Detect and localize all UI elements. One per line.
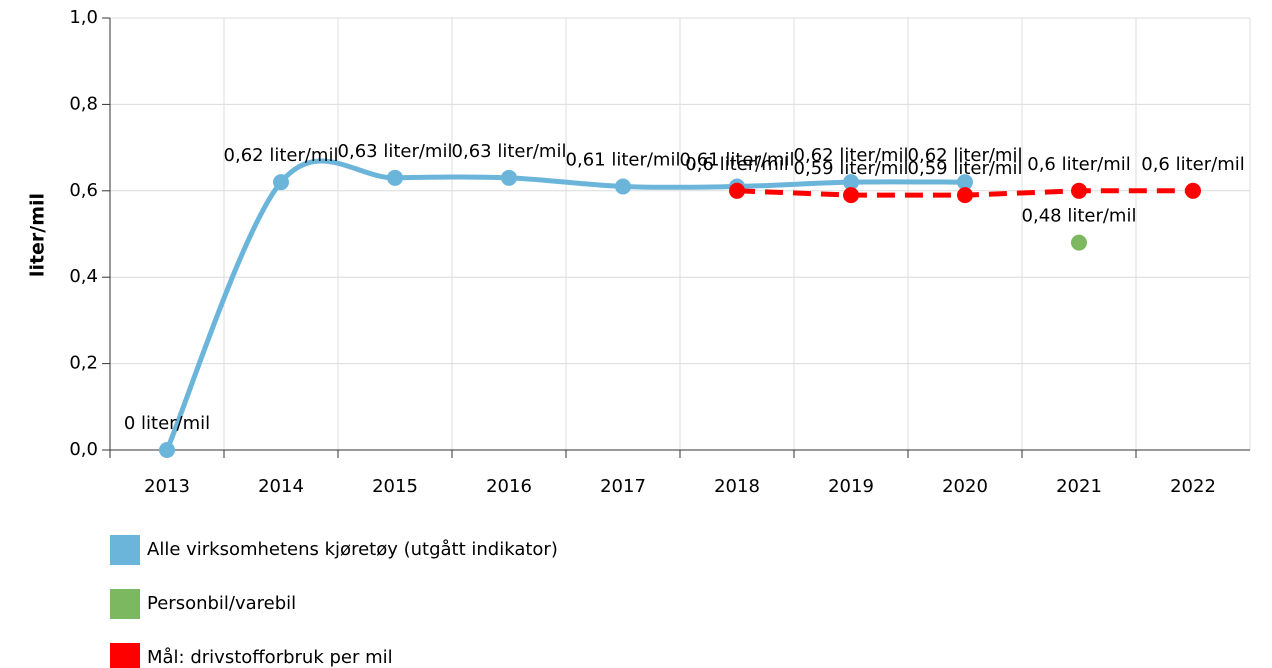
data-point	[1071, 234, 1087, 251]
x-tick-label: 2019	[828, 476, 874, 497]
legend-swatch	[110, 643, 140, 668]
data-label: 0,62 liter/mil	[794, 145, 909, 166]
legend-label: Mål: drivstofforbruk per mil	[147, 647, 393, 668]
y-tick-label: 0,8	[69, 93, 98, 114]
data-label: 0,6 liter/mil	[1027, 154, 1130, 175]
data-label: 0,6 liter/mil	[685, 154, 788, 175]
x-tick-label: 2015	[372, 476, 418, 497]
y-axis-label: liter/mil	[27, 193, 49, 277]
legend-swatch	[110, 535, 140, 565]
data-point	[843, 174, 859, 191]
legend-label: Personbil/varebil	[147, 593, 296, 614]
series-line	[164, 158, 966, 451]
data-label: 0,59 liter/mil	[794, 158, 909, 179]
data-point	[843, 187, 859, 204]
data-label: 0,61 liter/mil	[680, 149, 795, 170]
data-label: 0,6 liter/mil	[1141, 154, 1244, 175]
x-tick-label: 2020	[942, 476, 988, 497]
legend-label: Alle virksomhetens kjøretøy (utgått indi…	[147, 539, 558, 560]
data-point	[501, 169, 517, 186]
data-label: 0,61 liter/mil	[566, 149, 681, 170]
x-tick-label: 2018	[714, 476, 760, 497]
x-tick-label: 2021	[1056, 476, 1102, 497]
data-point	[159, 442, 175, 458]
data-point	[273, 174, 289, 191]
data-point	[957, 174, 973, 191]
legend-swatch	[110, 589, 140, 619]
y-tick-label: 0,2	[69, 353, 98, 374]
data-point	[1071, 182, 1087, 199]
x-tick-label: 2016	[486, 476, 532, 497]
data-label: 0 liter/mil	[124, 413, 210, 434]
x-tick-label: 2017	[600, 476, 646, 497]
x-tick-label: 2013	[144, 476, 190, 497]
data-label: 0,62 liter/mil	[224, 145, 339, 166]
data-point	[957, 187, 973, 204]
data-label: 0,59 liter/mil	[908, 158, 1023, 179]
x-tick-label: 2014	[258, 476, 304, 497]
y-tick-label: 0,4	[69, 266, 98, 287]
y-tick-label: 1,0	[69, 7, 98, 28]
x-tick-label: 2022	[1170, 476, 1216, 497]
data-label: 0,62 liter/mil	[908, 145, 1023, 166]
data-point	[615, 178, 631, 195]
y-tick-label: 0,0	[69, 439, 98, 460]
data-label: 0,63 liter/mil	[338, 141, 453, 162]
data-point	[387, 169, 403, 186]
y-tick-label: 0,6	[69, 180, 98, 201]
data-point	[729, 182, 745, 199]
data-label: 0,63 liter/mil	[452, 141, 567, 162]
data-label: 0,48 liter/mil	[1022, 206, 1137, 227]
data-point	[1185, 182, 1201, 199]
